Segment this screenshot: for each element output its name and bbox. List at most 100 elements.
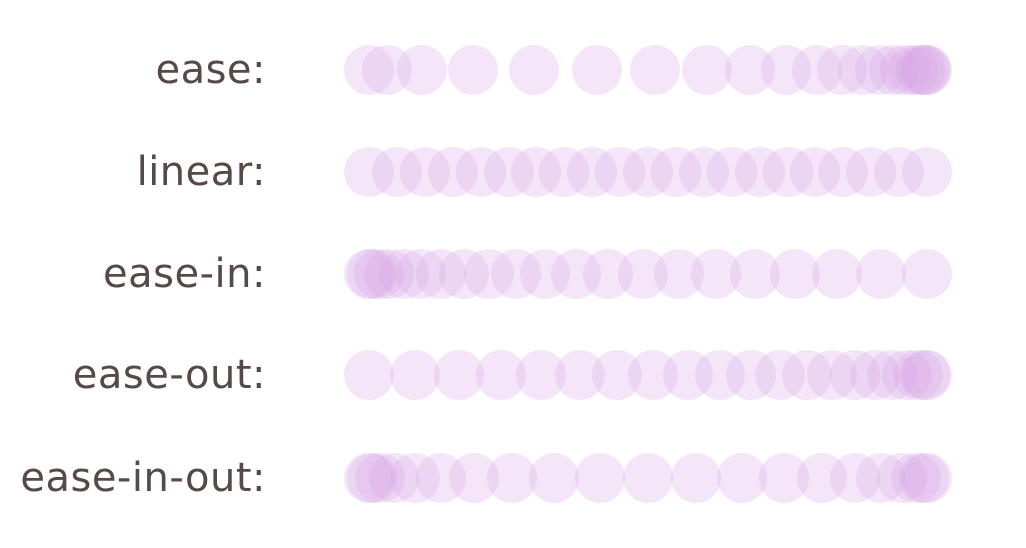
dot-track-linear	[340, 122, 952, 222]
animation-frame-dot	[894, 45, 945, 95]
animation-frame-dot	[344, 147, 394, 197]
animation-frame-dot	[389, 453, 440, 503]
animation-frame-dot	[856, 453, 907, 503]
animation-frame-dot	[346, 249, 397, 299]
animation-frame-dot	[575, 453, 626, 503]
animation-frame-dot	[891, 453, 941, 503]
animation-frame-dot	[483, 147, 534, 197]
animation-frame-dot	[364, 249, 415, 299]
animation-frame-dot	[855, 45, 906, 95]
animation-frame-dot	[516, 350, 567, 400]
animation-frame-dot	[790, 147, 841, 197]
animation-frame-dot	[846, 147, 897, 197]
animation-frame-dot	[520, 249, 570, 299]
animation-frame-dot	[595, 147, 646, 197]
animation-frame-dot	[571, 45, 622, 95]
row-label-ease-in-out: ease-in-out:	[20, 455, 266, 501]
animation-frame-dot	[881, 350, 932, 400]
animation-frame-dot	[628, 350, 679, 400]
animation-frame-dot	[902, 147, 952, 197]
animation-frame-dot	[829, 453, 880, 503]
animation-frame-dot	[867, 350, 918, 400]
animation-frame-dot	[678, 147, 729, 197]
animation-frame-dot	[455, 147, 506, 197]
animation-frame-dot	[670, 453, 721, 503]
animation-frame-dot	[729, 249, 780, 299]
row-ease-in: ease-in:	[0, 224, 1026, 324]
animation-frame-dot	[583, 249, 634, 299]
animation-frame-dot	[797, 453, 848, 503]
animation-frame-dot	[463, 249, 514, 299]
animation-frame-dot	[399, 147, 450, 197]
animation-frame-dot	[902, 45, 952, 95]
row-label-linear: linear:	[136, 149, 266, 195]
animation-frame-dot	[344, 453, 394, 503]
animation-frame-dot	[898, 45, 949, 95]
animation-frame-dot	[876, 453, 927, 503]
animation-frame-dot	[695, 350, 746, 400]
animation-frame-dot	[511, 147, 562, 197]
animation-frame-dot	[770, 249, 821, 299]
animation-frame-dot	[755, 350, 806, 400]
animation-frame-dot	[662, 350, 713, 400]
animation-frame-dot	[623, 453, 673, 503]
animation-frame-dot	[868, 45, 919, 95]
animation-frame-dot	[812, 249, 863, 299]
row-ease: ease:	[0, 20, 1026, 120]
animation-frame-dot	[902, 453, 952, 503]
animation-frame-dot	[706, 147, 757, 197]
animation-frame-dot	[650, 147, 701, 197]
animation-frame-dot	[879, 45, 930, 95]
animation-frame-dot	[623, 147, 673, 197]
animation-frame-dot	[899, 453, 950, 503]
animation-frame-dot	[592, 350, 643, 400]
animation-frame-dot	[508, 45, 559, 95]
animation-frame-dot	[726, 350, 776, 400]
animation-frame-dot	[389, 350, 440, 400]
animation-frame-dot	[817, 45, 867, 95]
animation-frame-dot	[448, 453, 499, 503]
animation-frame-dot	[902, 350, 952, 400]
animation-frame-dot	[486, 453, 537, 503]
animation-frame-dot	[427, 147, 478, 197]
animation-frame-dot	[838, 45, 888, 95]
animation-frame-dot	[761, 45, 812, 95]
animation-frame-dot	[899, 350, 950, 400]
animation-frame-dot	[355, 453, 405, 503]
animation-frame-dot	[371, 147, 422, 197]
animation-frame-dot	[856, 249, 907, 299]
animation-frame-dot	[902, 249, 952, 299]
animation-frame-dot	[724, 45, 775, 95]
animation-frame-dot	[529, 453, 580, 503]
row-label-ease-out: ease-out:	[72, 352, 266, 398]
animation-frame-dot	[344, 249, 394, 299]
dot-track-ease	[340, 20, 952, 120]
animation-frame-dot	[759, 453, 810, 503]
animation-frame-dot	[475, 350, 526, 400]
row-label-ease-in: ease-in:	[103, 251, 266, 297]
animation-frame-dot	[346, 453, 397, 503]
animation-frame-dot	[369, 453, 420, 503]
animation-frame-dot	[888, 45, 939, 95]
animation-frame-dot	[892, 350, 943, 400]
animation-frame-dot	[691, 249, 741, 299]
dot-track-ease-out	[340, 325, 952, 425]
animation-frame-dot	[353, 249, 404, 299]
animation-frame-dot	[734, 147, 785, 197]
animation-frame-dot	[716, 453, 767, 503]
animation-frame-dot	[416, 249, 467, 299]
animation-frame-dot	[490, 249, 541, 299]
animation-frame-dot	[439, 249, 489, 299]
row-ease-in-out: ease-in-out:	[0, 428, 1026, 528]
row-ease-out: ease-out:	[0, 325, 1026, 425]
animation-frame-dot	[818, 147, 869, 197]
animation-frame-dot	[396, 249, 447, 299]
animation-frame-dot	[762, 147, 813, 197]
animation-frame-dot	[362, 45, 413, 95]
animation-frame-dot	[874, 147, 925, 197]
animation-frame-dot	[344, 45, 394, 95]
animation-frame-dot	[681, 45, 732, 95]
row-linear: linear:	[0, 122, 1026, 222]
animation-frame-dot	[807, 350, 857, 400]
